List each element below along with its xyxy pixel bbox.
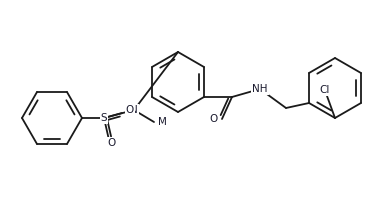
Text: O: O	[107, 138, 115, 148]
Text: O: O	[126, 105, 134, 115]
Text: S: S	[101, 113, 107, 123]
Text: O: O	[210, 114, 218, 124]
Text: NH: NH	[252, 84, 268, 94]
Text: N: N	[130, 105, 138, 115]
Text: M: M	[158, 117, 166, 127]
Text: Cl: Cl	[320, 85, 330, 95]
